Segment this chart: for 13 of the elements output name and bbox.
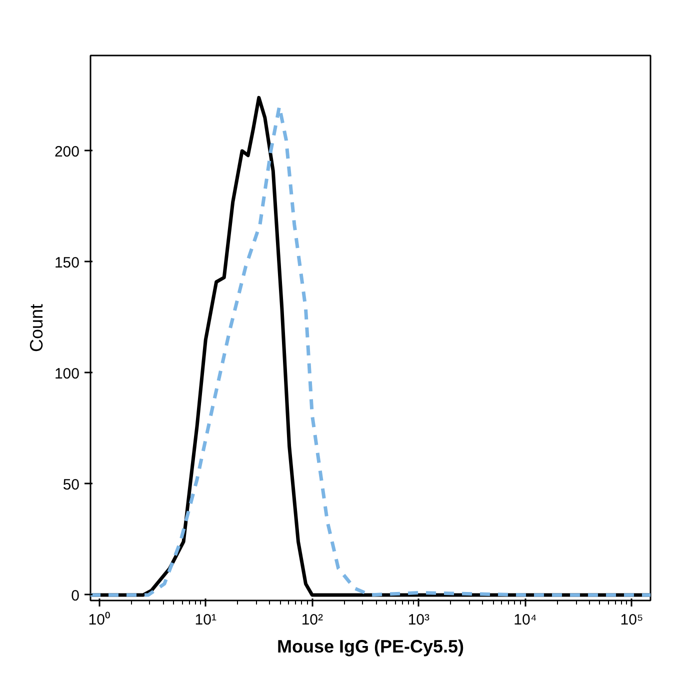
x-tick-label: 10³ (408, 612, 430, 628)
x-axis-title: Mouse IgG (PE-Cy5.5) (276, 636, 464, 656)
y-tick-label: 50 (62, 476, 80, 494)
y-tick-label: 150 (54, 254, 80, 272)
x-tick-label: 10⁰ (88, 612, 110, 628)
y-tick-label: 200 (54, 143, 80, 160)
x-tick-label: 10⁴ (514, 612, 537, 628)
x-tick-label: 10⁵ (620, 612, 644, 628)
x-tick-label: 10² (301, 612, 324, 628)
y-axis-title: Count (26, 304, 46, 352)
y-tick-label: 100 (54, 365, 80, 382)
y-tick-label: 0 (71, 587, 80, 604)
x-tick-label: 10¹ (194, 612, 216, 628)
